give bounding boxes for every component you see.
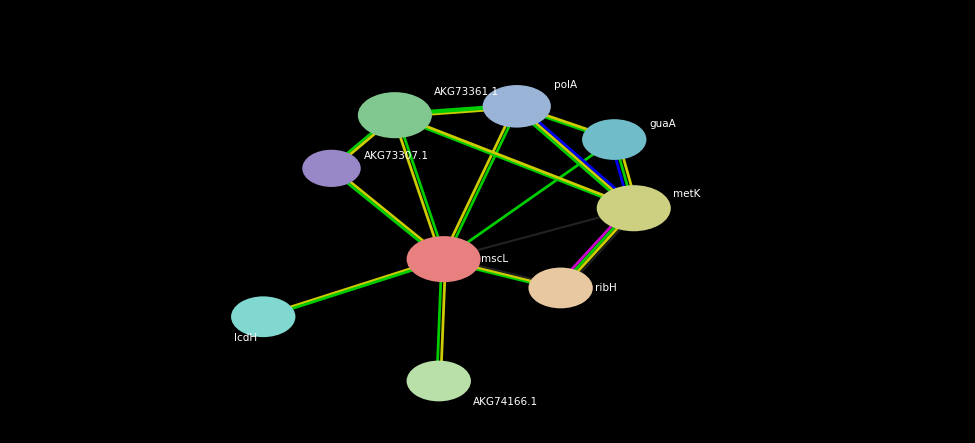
- Ellipse shape: [407, 236, 481, 282]
- Ellipse shape: [597, 185, 671, 231]
- Ellipse shape: [407, 361, 471, 401]
- Ellipse shape: [358, 92, 432, 138]
- Text: polA: polA: [554, 80, 577, 90]
- Text: AKG73307.1: AKG73307.1: [364, 151, 429, 161]
- Ellipse shape: [483, 85, 551, 128]
- Text: AKG73361.1: AKG73361.1: [434, 87, 499, 97]
- Text: AKG74166.1: AKG74166.1: [473, 397, 538, 407]
- Ellipse shape: [528, 268, 593, 308]
- Text: lcdH: lcdH: [234, 333, 257, 342]
- Ellipse shape: [302, 150, 361, 187]
- Ellipse shape: [582, 119, 646, 160]
- Ellipse shape: [231, 296, 295, 337]
- Text: metK: metK: [673, 189, 700, 199]
- Text: mscL: mscL: [481, 254, 508, 264]
- Text: ribH: ribH: [595, 283, 616, 293]
- Text: guaA: guaA: [649, 119, 676, 129]
